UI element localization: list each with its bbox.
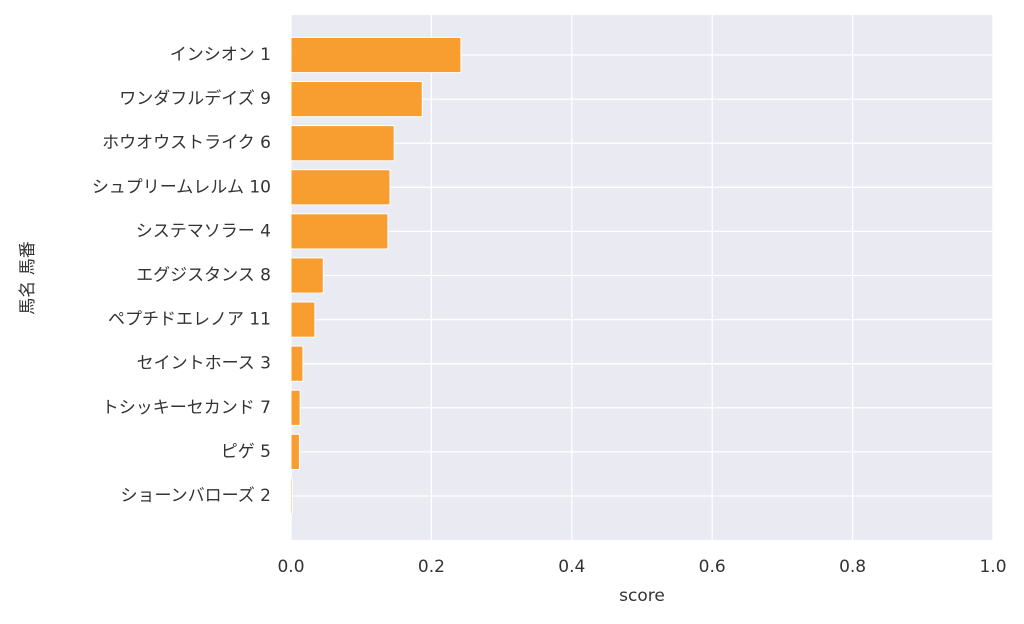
y-axis-label: 馬名 馬番: [18, 241, 38, 314]
y-tick-label: インシオン 1: [170, 45, 271, 65]
y-tick-label: システマソラー 4: [136, 221, 271, 241]
bar: [290, 257, 324, 294]
x-tick-label: 0.0: [277, 557, 304, 577]
bar: [290, 433, 300, 470]
y-tick-label: エグジスタンス 8: [136, 266, 271, 286]
bar: [290, 345, 304, 382]
x-tick-label: 0.4: [558, 557, 585, 577]
y-tick-label: トシッキーセカンド 7: [102, 398, 271, 418]
y-tick-label: ホウオウストライク 6: [102, 133, 271, 153]
x-tick-label: 0.2: [418, 557, 445, 577]
y-tick-label: セイントホース 3: [137, 354, 271, 374]
x-tick-label: 0.8: [839, 557, 866, 577]
y-tick-label: シュプリームレルム 10: [92, 177, 271, 197]
bar: [290, 36, 462, 74]
x-tick-label: 1.0: [979, 557, 1006, 577]
y-tick-label: ピゲ 5: [221, 442, 271, 462]
y-tick-label: ペプチドエレノア 11: [108, 310, 271, 330]
x-axis-label: score: [619, 586, 665, 606]
x-tick-label: 0.6: [699, 557, 726, 577]
bar: [290, 213, 389, 250]
bar: [290, 301, 316, 338]
bar: [290, 477, 293, 515]
y-tick-label: ワンダフルデイズ 9: [119, 88, 271, 109]
y-tick-label: ショーンバローズ 2: [120, 486, 271, 506]
bar: [290, 389, 301, 426]
bar: [290, 169, 391, 206]
bar: [290, 81, 423, 118]
bar: [290, 125, 395, 162]
